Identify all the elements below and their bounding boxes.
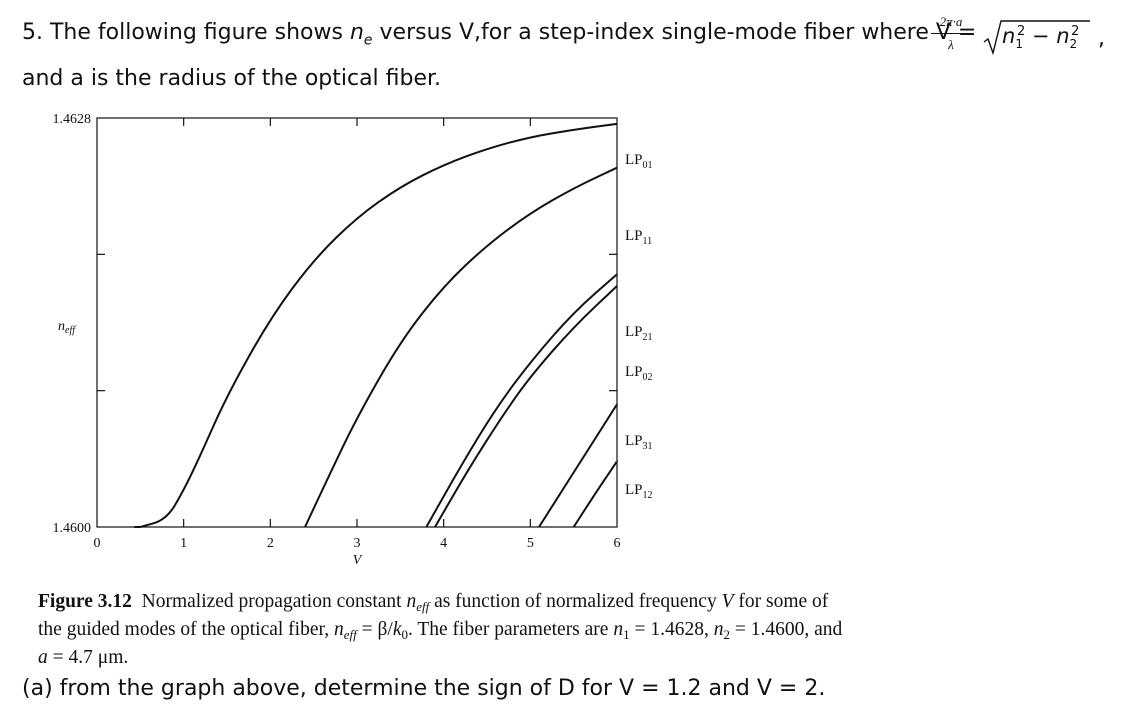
caption-v: V — [721, 591, 734, 612]
series-label-LP01: LP01 — [625, 152, 653, 171]
series-label-LP21: LP21 — [625, 324, 653, 343]
neff-vs-v-chart: 0 1 2 3 4 5 6 V 1.4600 1.4628 neff LP01 LP11 LP21 LP02… — [53, 112, 653, 568]
caption-neff-sub-text-2: eff — [343, 627, 357, 642]
figure-caption: Figure 3.12 Normalized propagation const… — [38, 590, 938, 669]
caption-line-3: a = 4.7 μm. — [38, 646, 938, 669]
x-tick-label-2: 2 — [267, 536, 274, 551]
symbol-n: n — [349, 20, 364, 45]
fraction-numerator: 2π·a — [939, 14, 963, 29]
caption-l2c: . The fiber parameters are — [407, 619, 614, 640]
sqrt-n2-sub: 2 — [1069, 37, 1078, 52]
caption-neff-n-2: n — [333, 619, 344, 640]
curve-LP02 — [434, 285, 618, 528]
caption-neff-sub: eff — [416, 599, 429, 614]
caption-line-1: Figure 3.12 Normalized propagation const… — [38, 590, 938, 618]
caption-l2a: the guided modes of the optical fiber, — [38, 619, 334, 640]
caption-t3: for some of — [733, 591, 829, 612]
symbol-e: e — [363, 32, 373, 49]
curve-LP12 — [572, 460, 618, 528]
caption-l2b: = β/ — [356, 619, 393, 640]
question-part-a: (a) from the graph above, determine the … — [22, 676, 826, 701]
series-label-LP12: LP12 — [625, 482, 653, 501]
curve-LP11 — [304, 166, 618, 528]
sqrt-n2: n — [1056, 24, 1070, 48]
curve-LP31 — [538, 403, 618, 528]
caption-n1: n — [613, 619, 624, 640]
caption-figure-number: Figure 3.12 — [38, 591, 132, 612]
caption-neff-sub-text: eff — [416, 599, 430, 614]
sqrt-content: n12 − n22 — [1002, 24, 1079, 51]
caption-n1-sub: 1 — [623, 627, 630, 642]
caption-neff-sub-2: eff — [344, 627, 357, 642]
sqrt-n2-sup: 2 — [1071, 24, 1080, 39]
x-tick-label-6: 6 — [614, 536, 621, 551]
caption-n2-val: = 1.4600, and — [729, 619, 843, 640]
caption-a: a — [38, 647, 48, 668]
x-tick-label-4: 4 — [440, 536, 447, 551]
question-lead: 5. The following figure shows — [22, 20, 350, 45]
x-tick-label-5: 5 — [527, 536, 534, 551]
series-label-LP31: LP31 — [625, 433, 653, 452]
y-axis-label: neff — [58, 319, 76, 336]
sqrt-n1-sub: 1 — [1015, 37, 1023, 52]
series-label-LP02: LP02 — [625, 364, 653, 383]
y-tick-label-max: 1.4628 — [53, 112, 92, 127]
fraction-denominator: λ — [948, 37, 954, 52]
sqrt-n1: n — [1002, 24, 1016, 48]
caption-t2: as function of normalized frequency — [429, 591, 722, 612]
caption-k: k — [392, 619, 402, 640]
caption-k-sub: 0 — [401, 627, 408, 642]
sqrt-icon — [983, 20, 1090, 56]
caption-line-2: the guided modes of the optical fiber, n… — [38, 618, 938, 646]
caption-n2-sub: 2 — [723, 627, 730, 642]
x-axis-label: V — [353, 553, 363, 568]
question-line-2: and a is the radius of the optical fiber… — [22, 66, 442, 91]
question-comma: , — [1098, 26, 1105, 51]
curve-LP01 — [140, 122, 618, 528]
caption-t1: Normalized propagation constant — [131, 591, 407, 612]
caption-neff-n: n — [406, 591, 417, 612]
fraction-bar — [931, 33, 971, 34]
x-tick-label-0: 0 — [94, 536, 101, 551]
series-label-LP11: LP11 — [625, 228, 652, 247]
caption-n2: n — [713, 619, 724, 640]
question-mid: versus V,for a step-index single-mode fi… — [372, 20, 977, 45]
caption-n1-val: = 1.4628, — [629, 619, 714, 640]
question-line-1: 5. The following figure shows ne versus … — [22, 20, 976, 48]
sqrt-minus: − — [1025, 24, 1057, 48]
plot-frame — [96, 117, 618, 528]
caption-a-val: = 4.7 μm. — [47, 647, 129, 668]
y-tick-label-min: 1.4600 — [53, 521, 92, 536]
sqrt-n1-sup: 2 — [1016, 24, 1026, 39]
curve-LP21 — [425, 273, 618, 528]
x-tick-label-3: 3 — [354, 536, 361, 551]
x-tick-label-1: 1 — [180, 536, 187, 551]
